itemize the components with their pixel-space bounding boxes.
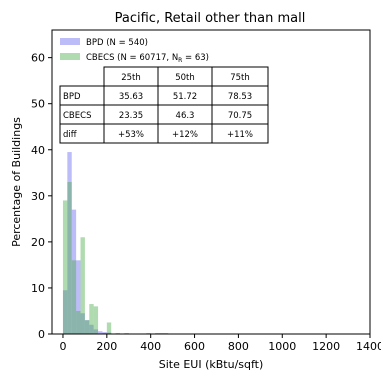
x-axis-ticks: 0 200 400 600 800 1000 1200 1400 (59, 334, 381, 353)
bar-series-0-bin-2 (71, 209, 77, 334)
y-tick-label: 60 (31, 52, 45, 65)
y-tick-label: 0 (38, 328, 45, 341)
bar-series-1-bin-10 (106, 322, 112, 334)
y-axis-ticks: 0 10 20 30 40 50 60 (31, 52, 52, 341)
bar-series-0-bin-9 (102, 332, 107, 334)
bar-series-1-bin-4 (80, 237, 85, 334)
x-axis-label: Site EUI (kBtu/sqft) (159, 358, 264, 371)
x-tick-label: 1000 (268, 340, 296, 353)
bar-series-0-bin-4 (80, 313, 85, 334)
bar-series-0-bin-8 (98, 331, 103, 334)
table-cell-text: +53% (118, 130, 144, 140)
table-cell-text: 35.63 (119, 92, 143, 102)
legend-label-cbecs: CBECS (N = 60717, NR = 63) (86, 53, 209, 64)
table-cell-text: +12% (172, 130, 198, 140)
x-tick-label: 1200 (312, 340, 340, 353)
x-tick-label: 200 (96, 340, 117, 353)
bar-series-1-bin-5 (84, 320, 90, 334)
y-tick-label: 50 (31, 98, 45, 111)
plot-frame (51, 29, 371, 335)
table-cell-text: 75th (230, 73, 250, 83)
bar-series-1-bin-6 (89, 304, 94, 334)
x-tick-label: 800 (228, 340, 249, 353)
table-cell-text: +11% (227, 130, 253, 140)
bar-series-0-bin-7 (93, 329, 99, 334)
legend-label-cbecs-tail: = 63) (182, 53, 209, 63)
table-cell-text: 25th (121, 73, 141, 83)
table-cell-text: diff (63, 130, 78, 140)
bar-series-0-bin-10 (106, 332, 112, 334)
table-cell-text: 50th (175, 73, 195, 83)
legend-swatch-cbecs (60, 53, 80, 60)
bar-series-0-bin-1 (67, 152, 72, 334)
y-tick-label: 10 (31, 282, 45, 295)
bar-series-1-bin-1 (67, 182, 72, 334)
table-cell-border (211, 123, 269, 144)
table-cell-text: 51.72 (173, 92, 197, 102)
x-tick-label: 600 (184, 340, 205, 353)
y-axis-label: Percentage of Buildings (10, 117, 23, 247)
table-cell-text: 23.35 (119, 111, 143, 121)
x-tick-label: 1400 (356, 340, 381, 353)
bar-series-1-bin-7 (93, 306, 99, 334)
bar-series-1-bin-0 (62, 200, 68, 334)
y-tick-label: 30 (31, 190, 45, 203)
bar-series-0-bin-3 (76, 260, 81, 334)
legend-label-cbecs-subscript: R (178, 57, 182, 64)
chart-title: Pacific, Retail other than mall (115, 11, 306, 26)
x-tick-label: 0 (59, 340, 66, 353)
bar-series-0-bin-5 (84, 320, 90, 334)
bar-series-1-bin-2 (71, 260, 77, 334)
table-cell-text: 70.75 (228, 111, 252, 121)
table-cell-text: 46.3 (176, 111, 195, 121)
bars-group (62, 152, 204, 334)
legend-label-bpd: BPD (N = 540) (86, 38, 148, 48)
table-cell-text: BPD (63, 92, 81, 102)
table-cell-text: 78.53 (228, 92, 252, 102)
bar-series-1-bin-3 (76, 310, 81, 334)
legend: BPD (N = 540) CBECS (N = 60717, NR = 63) (60, 38, 209, 64)
legend-swatch-bpd (60, 38, 80, 45)
y-tick-label: 20 (31, 236, 45, 249)
table-cell-text: CBECS (63, 111, 91, 121)
y-tick-label: 40 (31, 144, 45, 157)
bar-series-0-bin-0 (62, 290, 68, 334)
percentile-table: 25th 50th 75th BPD 35.63 51.72 78.53 CBECS 23.35… (59, 66, 269, 144)
legend-label-cbecs-main: CBECS (N = 60717, N (86, 53, 178, 63)
bar-series-0-bin-6 (89, 324, 94, 334)
x-tick-label: 400 (140, 340, 161, 353)
